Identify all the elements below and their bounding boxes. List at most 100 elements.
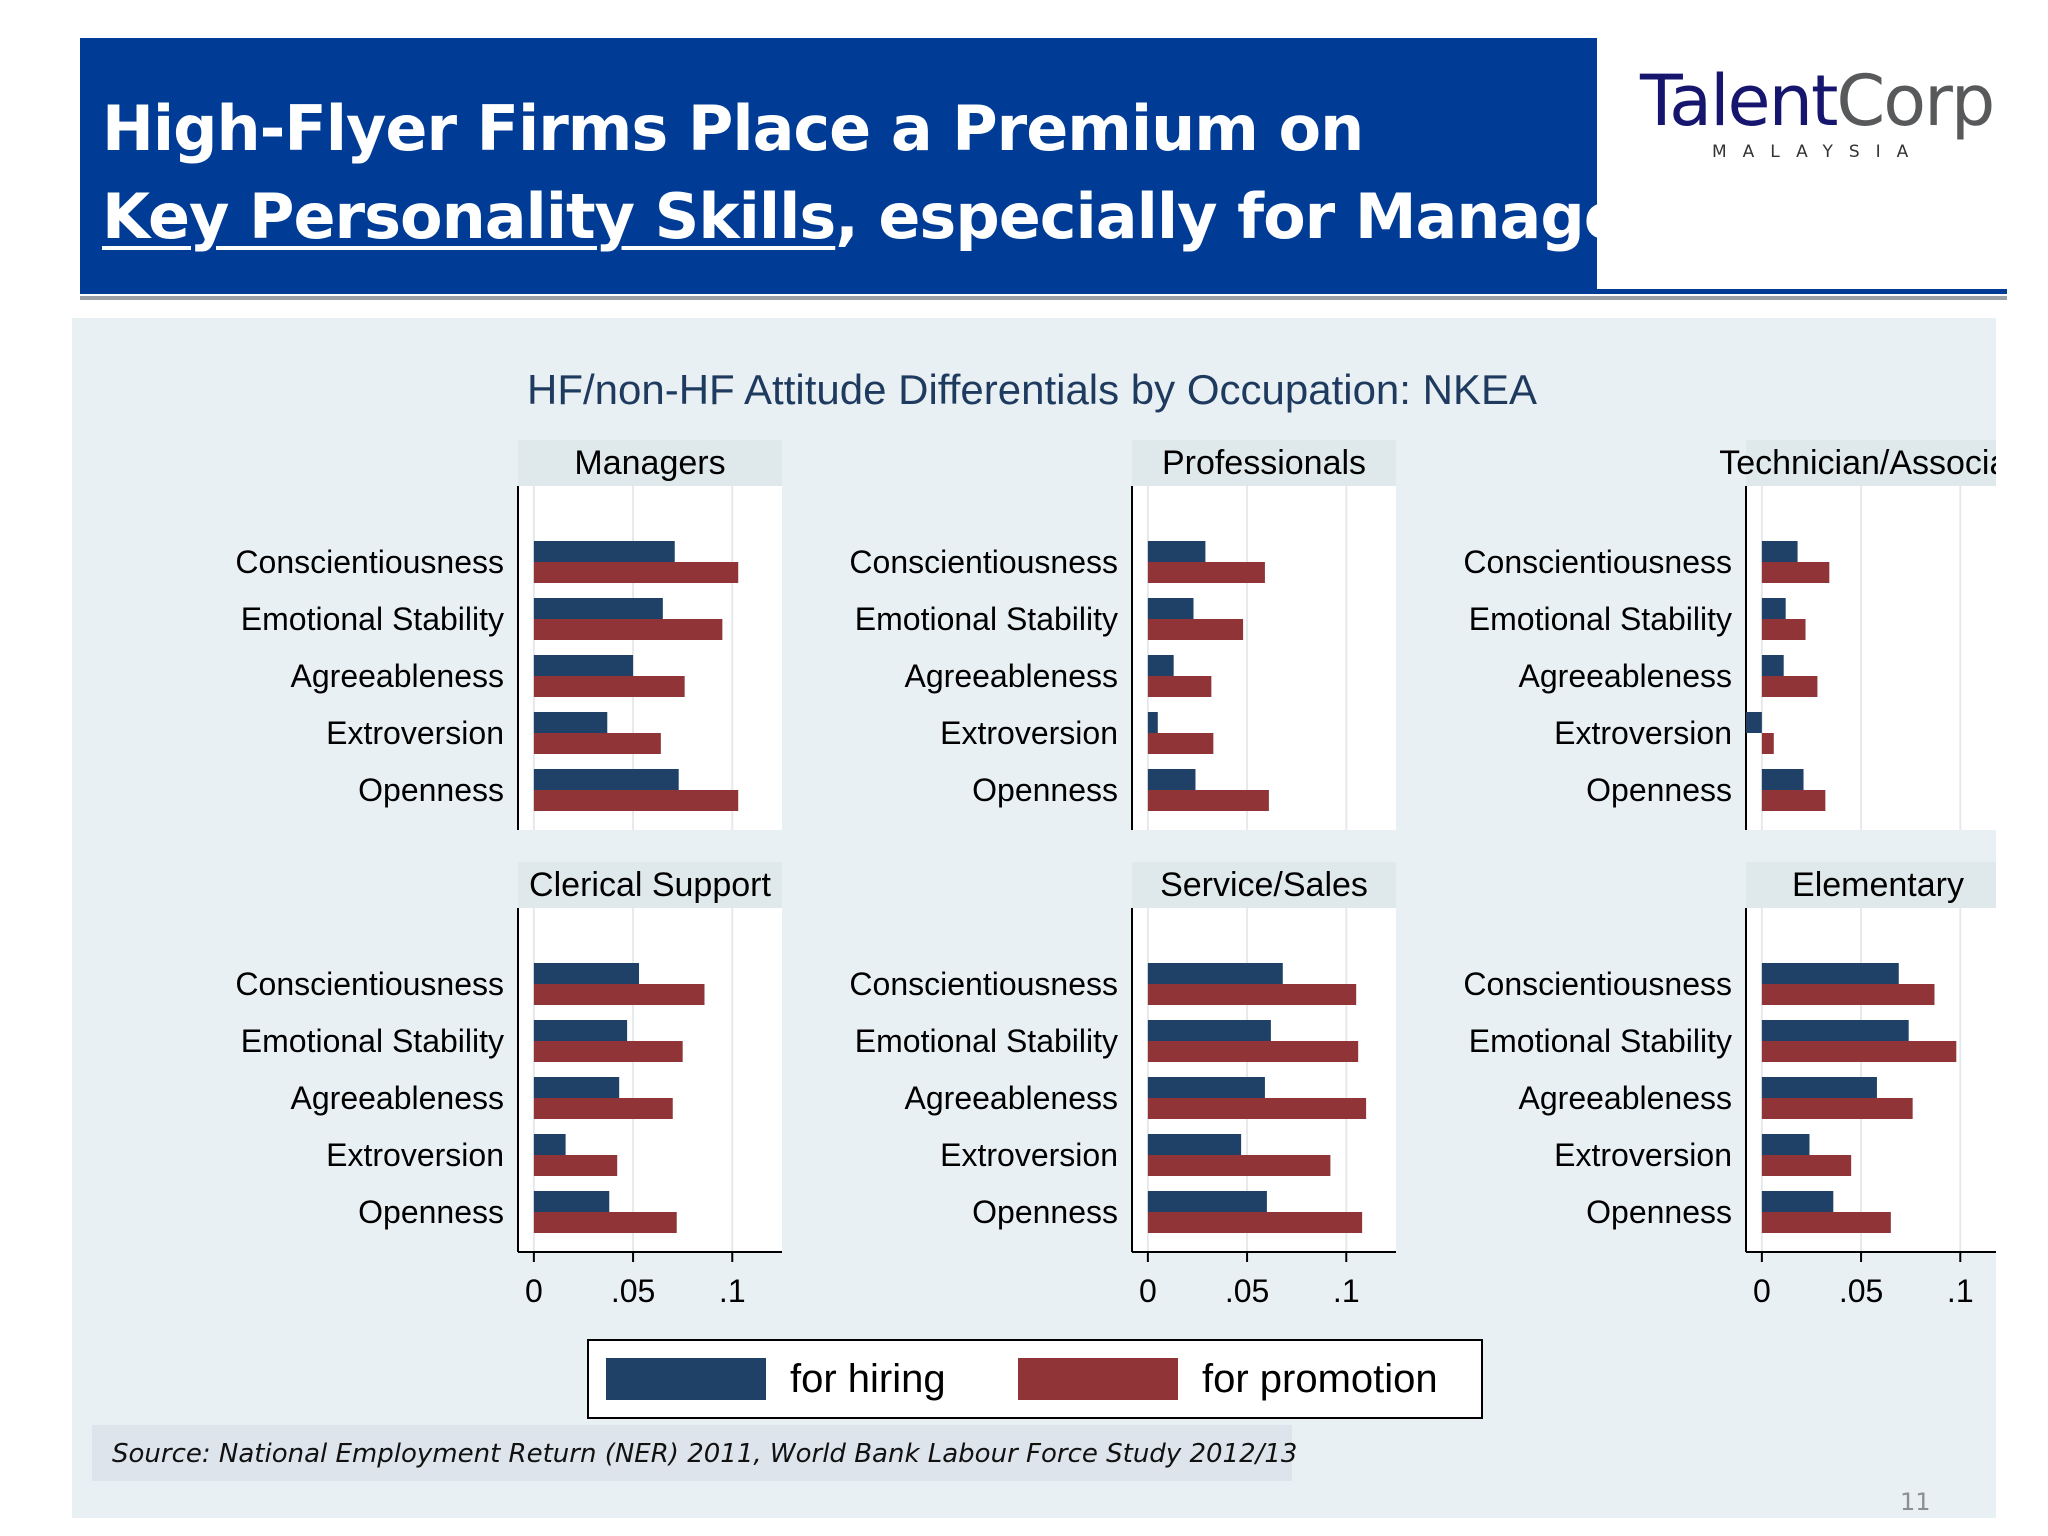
panel-title: Technician/Associate bbox=[1719, 444, 1996, 482]
panel-strip bbox=[1746, 862, 1996, 908]
panel-strip bbox=[1132, 862, 1396, 908]
logo-subtitle: MALAYSIA bbox=[1712, 142, 1925, 162]
bar-promotion bbox=[533, 984, 705, 1005]
category-label: Emotional Stability bbox=[855, 1023, 1118, 1059]
category-label: Agreeableness bbox=[291, 1080, 504, 1116]
category-label: Agreeableness bbox=[905, 658, 1118, 694]
bar-promotion bbox=[1761, 562, 1830, 583]
logo-part-2: Corp bbox=[1836, 60, 1995, 142]
chart-svg: HF/non-HF Attitude Differentials by Occu… bbox=[235, 366, 1996, 1419]
category-label: Emotional Stability bbox=[241, 1023, 504, 1059]
bar-hiring bbox=[1761, 541, 1798, 562]
bar-promotion bbox=[1147, 1041, 1359, 1062]
bar-hiring bbox=[1761, 1077, 1877, 1098]
bar-hiring bbox=[533, 963, 640, 984]
panel-title: Professionals bbox=[1162, 444, 1366, 482]
bar-hiring bbox=[533, 541, 675, 562]
category-label: Conscientiousness bbox=[235, 544, 504, 580]
x-tick-label: .1 bbox=[1947, 1273, 1974, 1309]
bar-promotion bbox=[1761, 1098, 1913, 1119]
bar-promotion bbox=[1761, 1212, 1891, 1233]
x-tick-label: 0 bbox=[1139, 1273, 1157, 1309]
bar-hiring bbox=[1147, 1191, 1267, 1212]
bar-hiring bbox=[1147, 963, 1283, 984]
bar-hiring bbox=[1761, 769, 1804, 790]
bar-promotion bbox=[533, 1212, 677, 1233]
x-tick-label: .1 bbox=[719, 1273, 746, 1309]
bar-promotion bbox=[1147, 1212, 1363, 1233]
bar-hiring bbox=[533, 1134, 566, 1155]
bar-hiring bbox=[1147, 712, 1158, 733]
x-tick-label: .05 bbox=[1839, 1273, 1883, 1309]
bar-hiring bbox=[1147, 541, 1206, 562]
bar-promotion bbox=[1761, 1155, 1852, 1176]
bar-promotion bbox=[533, 1041, 683, 1062]
bar-hiring bbox=[1761, 1191, 1834, 1212]
bar-hiring bbox=[533, 712, 608, 733]
bar-hiring bbox=[1147, 655, 1174, 676]
x-tick-label: 0 bbox=[1753, 1273, 1771, 1309]
bar-hiring bbox=[533, 598, 663, 619]
bar-hiring bbox=[1147, 769, 1196, 790]
chart-panel: HF/non-HF Attitude Differentials by Occu… bbox=[72, 318, 1996, 1518]
category-label: Openness bbox=[358, 1194, 504, 1230]
category-label: Conscientiousness bbox=[1463, 544, 1732, 580]
source-text: Source: National Employment Return (NER)… bbox=[112, 1439, 1298, 1469]
category-label: Emotional Stability bbox=[241, 601, 504, 637]
bar-promotion bbox=[533, 1155, 618, 1176]
bar-hiring bbox=[1147, 1020, 1271, 1041]
bar-promotion bbox=[1147, 1155, 1331, 1176]
category-label: Extroversion bbox=[326, 715, 504, 751]
category-label: Conscientiousness bbox=[849, 966, 1118, 1002]
category-label: Extroversion bbox=[940, 715, 1118, 751]
talentcorp-logo: TalentCorp bbox=[1640, 60, 1995, 142]
bar-hiring bbox=[533, 655, 634, 676]
bar-promotion bbox=[533, 562, 739, 583]
category-label: Conscientiousness bbox=[849, 544, 1118, 580]
category-label: Conscientiousness bbox=[1463, 966, 1732, 1002]
bar-promotion bbox=[1147, 619, 1244, 640]
panel-strip bbox=[1746, 440, 1996, 486]
slide-title-underlined: Key Personality Skills bbox=[102, 180, 836, 253]
header-bar bbox=[80, 38, 2007, 300]
panel-strip bbox=[518, 440, 782, 486]
chart-title: HF/non-HF Attitude Differentials by Occu… bbox=[527, 366, 1537, 413]
bar-promotion bbox=[1147, 676, 1212, 697]
bar-hiring bbox=[1761, 1020, 1909, 1041]
bar-promotion bbox=[533, 733, 661, 754]
category-label: Openness bbox=[1586, 1194, 1732, 1230]
legend-label-promotion: for promotion bbox=[1202, 1357, 1438, 1401]
x-tick-label: .05 bbox=[611, 1273, 655, 1309]
bar-hiring bbox=[533, 1077, 620, 1098]
category-label: Openness bbox=[972, 1194, 1118, 1230]
bar-hiring bbox=[1147, 598, 1194, 619]
page-number: 11 bbox=[1900, 1488, 1931, 1516]
bar-hiring bbox=[1761, 963, 1899, 984]
category-label: Extroversion bbox=[940, 1137, 1118, 1173]
category-label: Extroversion bbox=[1554, 715, 1732, 751]
x-tick-label: .1 bbox=[1333, 1273, 1360, 1309]
bar-promotion bbox=[1147, 984, 1357, 1005]
bar-promotion bbox=[533, 619, 723, 640]
category-label: Emotional Stability bbox=[855, 601, 1118, 637]
bar-hiring bbox=[1761, 598, 1786, 619]
bar-promotion bbox=[1761, 1041, 1957, 1062]
bar-promotion bbox=[533, 790, 739, 811]
panel-strip bbox=[518, 862, 782, 908]
bar-hiring bbox=[1761, 655, 1784, 676]
logo-part-1: Talent bbox=[1640, 60, 1838, 142]
category-label: Agreeableness bbox=[1519, 658, 1732, 694]
category-label: Openness bbox=[972, 772, 1118, 808]
bar-hiring bbox=[533, 1191, 610, 1212]
panel-title: Elementary bbox=[1792, 866, 1964, 904]
legend-swatch-hiring bbox=[606, 1358, 766, 1400]
category-label: Extroversion bbox=[1554, 1137, 1732, 1173]
bar-promotion bbox=[1147, 733, 1214, 754]
category-label: Extroversion bbox=[326, 1137, 504, 1173]
slide-title-line-1: High-Flyer Firms Place a Premium on bbox=[102, 92, 1364, 165]
category-label: Openness bbox=[358, 772, 504, 808]
bar-promotion bbox=[1761, 676, 1818, 697]
category-label: Emotional Stability bbox=[1469, 601, 1732, 637]
logo-rule bbox=[1597, 289, 2007, 294]
panel-title: Service/Sales bbox=[1160, 866, 1368, 904]
